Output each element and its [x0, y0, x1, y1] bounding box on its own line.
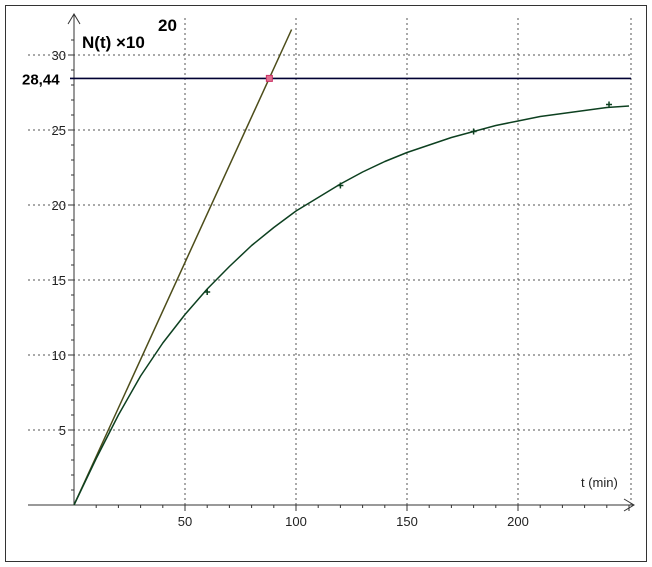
x-tick-label: 150	[396, 514, 418, 529]
x-tick-label: 200	[507, 514, 529, 529]
plot-area	[28, 18, 631, 505]
y-axis-title: N(t) ×10	[82, 33, 145, 52]
reference-line-label: 28,44	[22, 71, 60, 88]
y-tick-label: 5	[59, 423, 66, 438]
y-axis-title-exponent: 20	[158, 16, 177, 35]
y-tick-label: 25	[52, 123, 66, 138]
y-tick-label: 15	[52, 273, 66, 288]
y-tick-label: 10	[52, 348, 66, 363]
x-tick-label: 100	[285, 514, 307, 529]
intersection-marker	[266, 75, 272, 81]
y-tick-label: 20	[52, 198, 66, 213]
x-tick-label: 50	[178, 514, 192, 529]
x-axis-title: t (min)	[581, 475, 618, 490]
y-tick-label: 30	[52, 48, 66, 63]
